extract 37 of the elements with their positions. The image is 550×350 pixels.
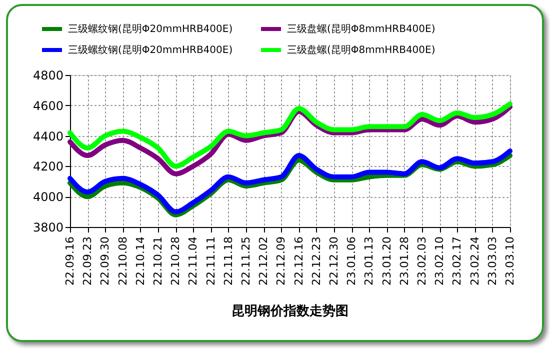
x-tick-label: 23.03.10	[504, 236, 516, 286]
text: 昆明钢价指数走势图	[232, 302, 348, 319]
x-tick-label: 22.10.08	[116, 236, 130, 286]
x-tick-label: 23.01.13	[362, 236, 376, 286]
x-tick-label: 23.01.20	[380, 236, 394, 286]
legend-label: 三级螺纹钢(昆明Φ20mmHRB400E)	[68, 23, 233, 35]
x-tick-label: 22.10.21	[152, 236, 164, 286]
x-tick-label: 22.11.11	[204, 236, 218, 286]
x-tick-label: 22.09.16	[64, 236, 76, 286]
x-tick-label: 22.12.02	[257, 236, 270, 286]
x-tick-label: 23.02.10	[433, 236, 446, 286]
y-tick-label: 4200	[32, 160, 64, 174]
x-tick-label: 23.01.06	[345, 236, 358, 286]
legend-label: 三级盘螺(昆明Φ8mmHRB400E)	[287, 23, 436, 35]
y-tick-label: 3800	[32, 220, 64, 234]
y-tick-label: 4000	[32, 190, 64, 204]
x-tick-label: 22.12.16	[292, 236, 306, 286]
x-tick-label: 23.02.03	[416, 236, 428, 286]
x-tick-label: 22.10.14	[134, 236, 147, 286]
x-tick-label: 23.02.17	[450, 236, 464, 286]
x-tick-label: 22.09.30	[98, 236, 112, 286]
x-tick-label: 22.11.18	[222, 236, 235, 286]
x-tick-label: 22.12.09	[274, 236, 288, 286]
x-tick-label: 22.11.25	[240, 236, 252, 286]
x-tick-label: 22.12.30	[328, 236, 340, 286]
y-tick-label: 4800	[32, 68, 64, 82]
x-tick-label: 22.12.23	[310, 236, 323, 286]
legend-label: 三级盘螺(昆明Φ8mmHRB400E)	[287, 44, 436, 56]
x-tick-label: 23.03.03	[486, 236, 499, 286]
y-tick-label: 4600	[32, 98, 64, 113]
x-tick-label: 23.02.24	[468, 236, 482, 286]
x-tick-label: 22.09.23	[81, 236, 94, 286]
x-tick-label: 23.01.28	[398, 236, 411, 286]
x-tick-label: 22.11.04	[186, 236, 200, 286]
y-tick-label: 4400	[32, 129, 64, 144]
x-tick-label: 22.10.28	[169, 236, 182, 286]
legend-label: 三级螺纹钢(昆明Φ20mmHRB400E)	[68, 44, 233, 56]
